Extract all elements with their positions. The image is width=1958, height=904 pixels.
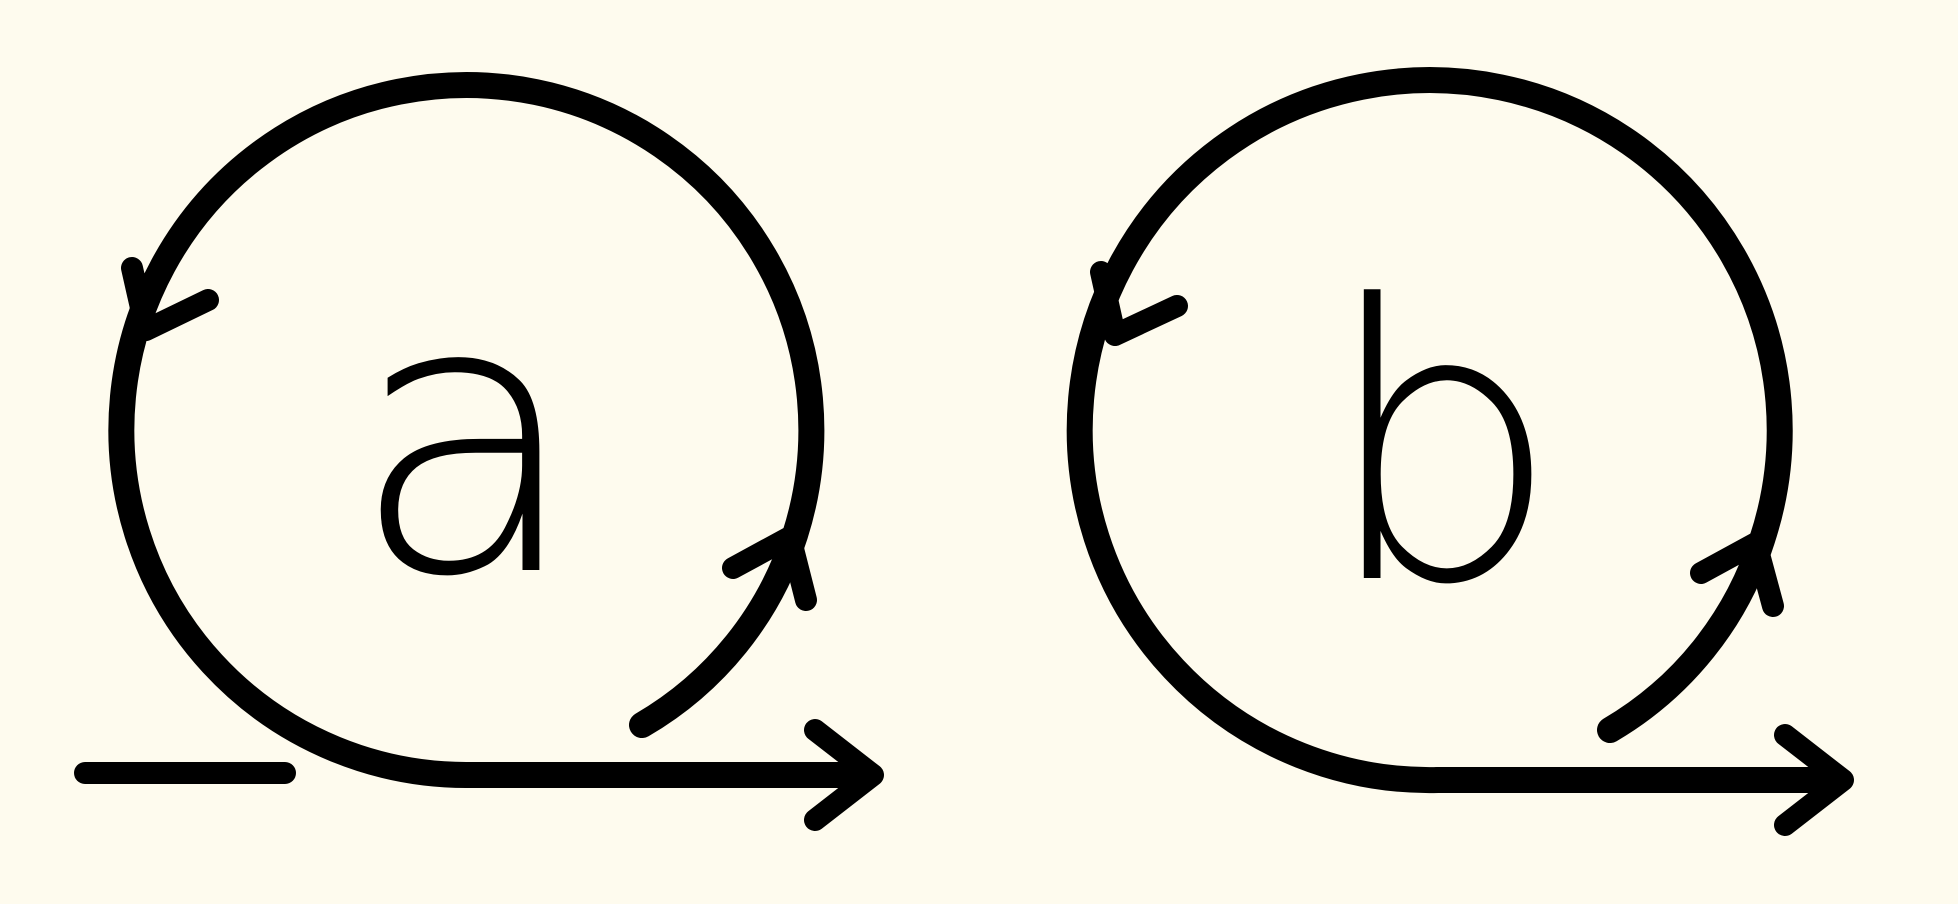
- diagram-b-right-arrowhead: [1690, 532, 1784, 617]
- diagram-b-label: b: [1320, 225, 1561, 668]
- diagram-b-loop-path: [1066, 67, 1793, 794]
- diagram-a-loop-path: [108, 72, 825, 789]
- diagram-a: a: [74, 72, 884, 831]
- diagram-a-upper-arrowhead: [121, 257, 219, 341]
- diagram-a-exit-arrowhead: [804, 719, 884, 831]
- diagram-a-label: a: [350, 217, 583, 660]
- diagram-b: b: [1066, 67, 1854, 836]
- diagram-a-right-arrowhead: [722, 526, 817, 611]
- diagram-b-exit-arrowhead: [1774, 724, 1854, 836]
- diagram-b-upper-arrowhead: [1090, 261, 1188, 346]
